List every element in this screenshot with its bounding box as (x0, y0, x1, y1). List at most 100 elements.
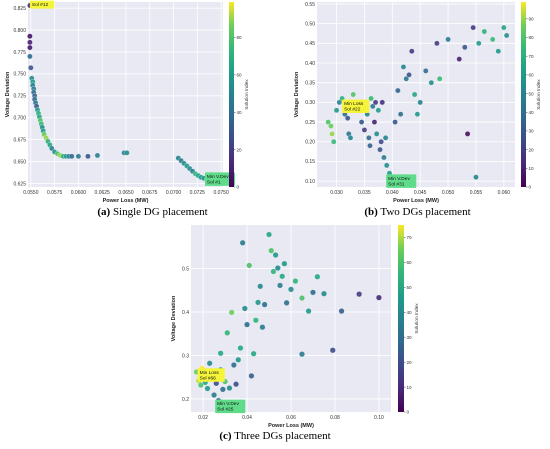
data-point (244, 321, 250, 328)
data-point (224, 329, 231, 336)
data-point (204, 385, 211, 392)
data-point (69, 153, 75, 160)
data-point (336, 99, 343, 106)
colorbar-tick-label: 50 (529, 91, 535, 96)
y-tick-label: 0.5 (182, 266, 189, 272)
data-point (270, 268, 277, 275)
data-point (94, 152, 101, 159)
annotation-text: Sol #22 (344, 107, 361, 113)
data-point (501, 24, 507, 31)
y-tick-label: 0.55 (305, 2, 315, 8)
data-point (481, 28, 488, 35)
x-tick-label: 0.0725 (190, 190, 206, 196)
x-tick-label: 0.08 (330, 415, 340, 421)
data-point (28, 65, 34, 71)
annotation-label: Sol #12 (29, 0, 55, 9)
data-point (473, 174, 479, 180)
y-tick-label: 0.2 (182, 397, 189, 403)
data-point (268, 247, 275, 254)
data-point (299, 295, 305, 302)
colorbar-tick-label: 10 (407, 385, 413, 390)
data-point (217, 350, 224, 357)
data-point (367, 142, 373, 149)
data-point (266, 231, 272, 238)
y-axis-label: Voltage Deviation (5, 71, 11, 117)
data-point (257, 283, 264, 290)
x-tick-label: 0.050 (442, 190, 455, 196)
data-point (350, 91, 357, 98)
caption-text: Two DGs placement (377, 206, 471, 218)
colorbar-tick-label: 20 (407, 360, 413, 365)
x-tick-label: 0.030 (330, 190, 343, 196)
x-axis-label: Power Loss (MW) (103, 198, 149, 204)
data-point (372, 99, 379, 106)
data-point (328, 123, 334, 129)
chart-three-dgs: 0.02 0.04 0.06 0.08 0.10 0.2 0.3 0.4 0.5 Power Lo… (171, 225, 420, 429)
data-point (279, 273, 286, 280)
annotation-box (29, 0, 55, 9)
x-tick-label: 0.10 (374, 415, 384, 421)
data-point (305, 308, 312, 315)
x-tick-label: 0.0575 (47, 190, 63, 196)
data-point (373, 131, 380, 137)
data-point (124, 150, 130, 156)
data-point (403, 76, 409, 82)
y-tick-label: 0.4 (182, 310, 189, 316)
data-point (377, 146, 383, 153)
data-point (85, 153, 91, 160)
colorbar-tick-label: 20 (237, 147, 243, 152)
data-point (368, 95, 374, 102)
caption-two-dgs: (b) Two DGs placement (290, 206, 545, 218)
data-point (366, 135, 372, 141)
y-tick-label: 0.825 (13, 6, 26, 12)
data-point (470, 24, 476, 31)
data-point (330, 138, 337, 145)
data-point (252, 317, 259, 324)
data-point (400, 64, 407, 70)
data-point (272, 252, 279, 258)
data-point (392, 119, 398, 125)
x-tick-label: 0.055 (470, 190, 483, 196)
y-tick-label: 0.40 (305, 61, 315, 67)
data-point (219, 386, 226, 393)
y-tick-label: 0.750 (13, 72, 26, 78)
data-point (409, 48, 415, 54)
data-point (299, 351, 305, 358)
colorbar-tick-label: 30 (407, 335, 413, 340)
annotation-box (215, 399, 246, 414)
data-point (475, 40, 482, 47)
data-point (397, 111, 404, 117)
data-point (456, 56, 462, 62)
data-point (462, 44, 468, 51)
data-point (226, 385, 233, 392)
data-point (325, 119, 331, 125)
caption-letter: (c) (219, 430, 232, 442)
data-point (27, 53, 33, 60)
data-point (375, 294, 382, 301)
x-axis-label: Power Loss (MW) (393, 198, 439, 204)
data-point (281, 260, 288, 267)
annotation-text: Min V.Dev (388, 176, 410, 182)
data-point (383, 162, 390, 169)
data-point (423, 68, 429, 74)
y-axis-label: Voltage Deviation (171, 295, 177, 341)
data-point (436, 76, 443, 82)
annotation-text: Sol #1 (207, 179, 221, 185)
colorbar-label: Solution Index (244, 79, 250, 110)
data-point (250, 350, 257, 357)
colorbar-tick-label: 0 (407, 410, 410, 415)
data-point (464, 131, 471, 137)
x-tick-label: 0.045 (414, 190, 427, 196)
y-tick-label: 0.20 (305, 140, 315, 146)
colorbar-tick-label: 40 (237, 110, 243, 115)
caption-three-dgs: (c) Three DGs placement (140, 430, 410, 442)
x-tick-label: 0.04 (242, 415, 252, 421)
y-tick-label: 0.675 (13, 137, 26, 143)
x-tick-label: 0.0650 (118, 190, 134, 196)
colorbar-tick-label: 80 (237, 35, 243, 40)
data-point (434, 40, 440, 47)
colorbar-tick-label: 60 (407, 260, 413, 265)
x-axis-label: Power Loss (MW) (268, 423, 314, 429)
colorbar (521, 2, 526, 187)
